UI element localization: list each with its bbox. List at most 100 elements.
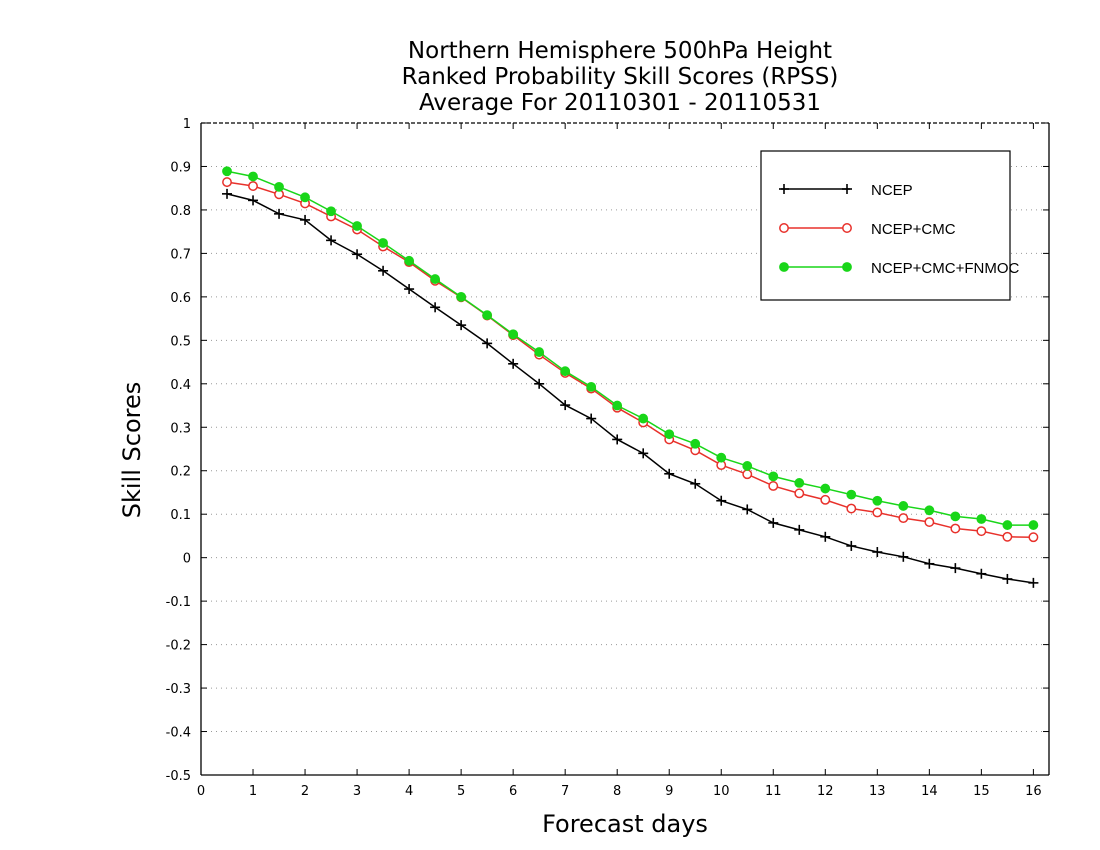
legend-box <box>760 150 1011 301</box>
data-point-ncep-cmc-fnmoc <box>924 505 935 516</box>
y-tick-label: 0.3 <box>170 421 191 436</box>
data-point-ncep-cmc-fnmoc <box>352 221 362 231</box>
data-point-ncep <box>1028 577 1039 588</box>
data-point-ncep-cmc <box>872 507 883 518</box>
data-point-ncep <box>794 524 805 535</box>
data-point-ncep <box>404 284 415 295</box>
y-tick-label: 1 <box>183 117 191 132</box>
legend-marker <box>779 184 789 194</box>
x-tick-label: 13 <box>869 784 886 799</box>
data-point-ncep-cmc-fnmoc <box>326 206 336 217</box>
data-point-ncep <box>612 434 623 445</box>
data-point-ncep-cmc-fnmoc <box>690 438 701 449</box>
x-tick-label: 16 <box>1025 784 1042 799</box>
chart-title-line-1: Northern Hemisphere 500hPa Height <box>408 38 832 64</box>
x-tick-label: 4 <box>405 784 413 799</box>
y-tick-label: 0.5 <box>170 334 191 349</box>
data-point-ncep <box>976 568 987 579</box>
y-tick-label: 0.4 <box>170 378 191 393</box>
data-point-ncep <box>742 504 753 515</box>
data-point-ncep-cmc-fnmoc <box>404 255 414 266</box>
y-tick-label: -0.3 <box>166 682 191 697</box>
data-point-ncep-cmc-fnmoc <box>716 452 727 463</box>
series-ncep <box>222 188 1039 588</box>
axes: -0.5 -0.4 -0.3 -0.2 -0.1 0 0.1 0.2 0.3 0.4 0.5 0.6 0… <box>166 117 1050 799</box>
legend-item-ncep-cmc-fnmoc: NCEP+CMC+FNMOC <box>779 260 1020 277</box>
data-point-ncep <box>534 378 545 389</box>
data-point-ncep <box>846 540 857 551</box>
data-point-ncep <box>664 468 675 479</box>
x-tick-label: 14 <box>921 784 938 799</box>
data-point-ncep <box>950 563 961 574</box>
y-tick-label: -0.2 <box>166 639 191 654</box>
data-point-ncep <box>820 531 831 542</box>
data-point-ncep-cmc-fnmoc <box>482 310 493 321</box>
y-axis-label: Skill Scores <box>118 382 146 519</box>
data-point-ncep <box>352 249 363 260</box>
data-point-ncep <box>638 448 649 459</box>
data-point-ncep-cmc <box>976 526 987 537</box>
legend-marker <box>779 262 789 272</box>
data-point-ncep-cmc-fnmoc <box>248 171 258 182</box>
data-point-ncep-cmc <box>222 177 232 188</box>
data-point-ncep-cmc-fnmoc <box>664 429 675 440</box>
data-point-ncep-cmc-fnmoc <box>586 381 597 392</box>
data-point-ncep-cmc-fnmoc <box>612 400 623 411</box>
chart-title-line-3: Average For 20110301 - 20110531 <box>419 90 821 116</box>
data-point-ncep-cmc <box>898 513 909 524</box>
data-point-ncep-cmc-fnmoc <box>534 347 545 357</box>
y-tick-label: 0.9 <box>170 160 191 175</box>
legend-marker <box>779 223 789 233</box>
data-point-ncep-cmc-fnmoc <box>560 366 571 377</box>
data-point-ncep-cmc <box>794 488 805 499</box>
x-tick-label: 1 <box>249 784 257 799</box>
data-point-ncep-cmc-fnmoc <box>222 166 232 177</box>
data-point-ncep <box>768 517 779 528</box>
chart-title: Northern Hemisphere 500hPa Height Ranked… <box>402 38 839 116</box>
legend-label: NCEP+CMC+FNMOC <box>871 260 1020 277</box>
x-tick-label: 5 <box>457 784 465 799</box>
y-tick-label: -0.4 <box>166 726 191 741</box>
data-point-ncep-cmc-fnmoc <box>508 329 519 340</box>
data-point-ncep <box>872 547 883 558</box>
x-tick-label: 8 <box>613 784 621 799</box>
data-point-ncep <box>586 413 597 424</box>
y-tick-label: 0 <box>183 552 191 567</box>
data-point-ncep <box>430 302 441 313</box>
data-point-ncep-cmc <box>1002 531 1013 542</box>
data-point-ncep-cmc-fnmoc <box>898 501 909 511</box>
data-point-ncep-cmc-fnmoc <box>430 274 441 284</box>
y-tick-label: 0.2 <box>170 465 191 480</box>
data-point-ncep-cmc-fnmoc <box>742 461 753 471</box>
x-tick-label: 9 <box>665 784 673 799</box>
data-point-ncep-cmc <box>820 494 831 505</box>
data-point-ncep-cmc-fnmoc <box>846 489 857 500</box>
data-point-ncep <box>222 188 233 199</box>
data-point-ncep <box>508 358 519 369</box>
data-point-ncep-cmc-fnmoc <box>456 291 467 302</box>
legend-marker <box>842 184 852 194</box>
data-point-ncep-cmc-fnmoc <box>872 495 883 506</box>
data-point-ncep-cmc-fnmoc <box>820 483 831 494</box>
data-point-ncep-cmc-fnmoc <box>1002 520 1013 530</box>
y-tick-label: 0.6 <box>170 291 191 306</box>
y-tick-label: -0.1 <box>166 595 191 610</box>
data-point-ncep-cmc <box>1028 532 1039 543</box>
data-point-ncep <box>456 320 467 331</box>
legend-label: NCEP <box>871 182 913 199</box>
data-point-ncep <box>898 551 909 562</box>
data-point-ncep-cmc <box>846 503 857 514</box>
x-axis-label: Forecast days <box>542 810 708 838</box>
x-tick-label: 2 <box>301 784 309 799</box>
y-tick-label: 0.1 <box>170 508 191 523</box>
data-point-ncep-cmc <box>924 517 935 527</box>
data-point-ncep <box>560 400 571 411</box>
legend-item-ncep-cmc: NCEP+CMC <box>779 221 956 238</box>
data-point-ncep <box>248 195 259 206</box>
data-point-ncep <box>1002 573 1013 584</box>
data-point-ncep <box>300 214 311 225</box>
x-tick-label: 12 <box>817 784 834 799</box>
legend-marker <box>842 223 852 233</box>
